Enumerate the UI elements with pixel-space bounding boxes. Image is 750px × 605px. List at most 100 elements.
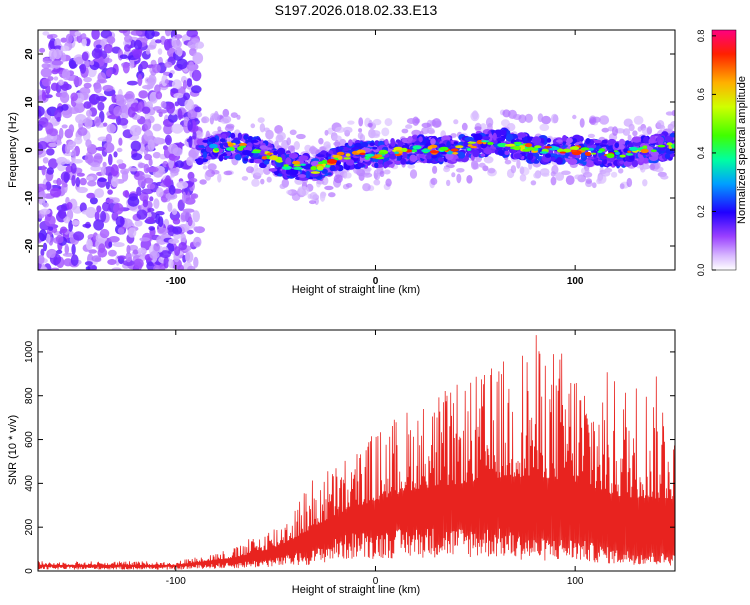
heatmap-cell (157, 216, 164, 228)
heatmap-cell (266, 176, 272, 183)
heatmap-cell (38, 124, 43, 131)
heatmap-cell (224, 125, 234, 132)
heatmap-cell (379, 170, 385, 177)
heatmap-cell (418, 153, 425, 159)
heatmap-cell (42, 157, 49, 164)
heatmap-cell (117, 255, 127, 260)
heatmap-cell (299, 186, 310, 196)
heatmap-cell (327, 172, 332, 176)
heatmap-cell (155, 39, 162, 44)
heatmap-cell (149, 196, 154, 202)
heatmap-cell (323, 141, 331, 149)
heatmap-cell (58, 209, 67, 219)
heatmap-cell (46, 148, 55, 156)
heatmap-cell (517, 132, 526, 138)
heatmap-cell (91, 30, 100, 40)
heatmap-cell (45, 181, 52, 191)
heatmap-cell (48, 249, 56, 258)
heatmap-cell (174, 34, 183, 39)
heatmap-cell (539, 123, 550, 131)
colorbar-label: Normalized spectral amplitude (736, 76, 748, 224)
bottom-y-tick-label: 800 (24, 387, 35, 404)
heatmap-cell (362, 172, 373, 178)
heatmap-cell (94, 211, 100, 221)
heatmap-cell (119, 54, 128, 59)
heatmap-cell (237, 146, 244, 151)
heatmap-cell (168, 238, 180, 244)
heatmap-cell (597, 174, 607, 184)
heatmap-cell (126, 244, 131, 255)
heatmap-cell (530, 180, 537, 186)
heatmap-cell (592, 182, 597, 189)
heatmap-cell (118, 30, 128, 34)
heatmap-cell (591, 152, 597, 155)
heatmap-cell (227, 142, 234, 147)
heatmap-cell (316, 154, 325, 158)
heatmap-cell (42, 31, 50, 36)
heatmap-cell (316, 180, 325, 185)
heatmap-cell (176, 181, 189, 189)
heatmap-cell (41, 91, 47, 101)
colorbar-tick-label: 0.0 (696, 264, 706, 277)
heatmap-cell (290, 145, 296, 155)
heatmap-cell (437, 157, 444, 162)
heatmap-cell (293, 141, 300, 150)
heatmap-cell (281, 165, 292, 170)
heatmap-cell (360, 142, 369, 147)
heatmap-cell (177, 108, 183, 121)
heatmap-cell (309, 146, 318, 155)
heatmap-cell (156, 187, 164, 198)
heatmap-cell (219, 138, 226, 143)
top-y-tick-label: 10 (24, 96, 35, 108)
heatmap-cell (657, 144, 666, 148)
heatmap-cell (243, 158, 249, 162)
heatmap-cell (519, 174, 527, 182)
heatmap-cell (136, 209, 148, 220)
heatmap-cell (411, 129, 422, 137)
heatmap-cell (581, 151, 586, 159)
heatmap-cell (145, 216, 155, 224)
heatmap-cell (602, 159, 608, 165)
heatmap-cell (345, 153, 351, 157)
heatmap-cell (334, 139, 340, 149)
heatmap-cell (395, 139, 401, 143)
heatmap-cell (357, 163, 365, 168)
heatmap-cell (234, 154, 242, 161)
heatmap-cell (264, 151, 270, 154)
heatmap-cell (596, 161, 603, 165)
heatmap-cell (202, 139, 209, 143)
heatmap-cell (68, 124, 75, 134)
heatmap-cell (439, 146, 449, 151)
heatmap-cell (389, 153, 397, 160)
heatmap-cell (261, 156, 268, 160)
heatmap-cell (76, 186, 88, 194)
heatmap-cell (83, 82, 92, 89)
heatmap-cell (171, 39, 182, 49)
heatmap-cell (81, 38, 87, 47)
heatmap-cell (584, 167, 590, 175)
heatmap-cell (485, 117, 494, 128)
heatmap-cell (147, 207, 155, 213)
heatmap-cell (107, 189, 113, 195)
heatmap-cell (139, 237, 151, 242)
heatmap-cell (593, 158, 599, 163)
heatmap-cell (372, 118, 382, 126)
heatmap-cell (453, 141, 458, 145)
heatmap-cell (384, 138, 389, 146)
heatmap-cell (79, 202, 87, 213)
heatmap-cell (504, 144, 515, 147)
heatmap-cell (50, 82, 59, 92)
heatmap-cell (42, 202, 49, 208)
heatmap-cell (96, 205, 102, 213)
heatmap-cell (364, 154, 374, 157)
heatmap-cell (336, 151, 345, 156)
heatmap-cell (168, 72, 173, 79)
heatmap-cell (383, 169, 391, 175)
figure-title: S197.2026.018.02.33.E13 (275, 2, 438, 18)
heatmap-cell (70, 254, 79, 266)
heatmap-cell (147, 139, 155, 152)
heatmap-cell (61, 183, 68, 188)
heatmap-cell (153, 137, 163, 144)
heatmap-cell (592, 139, 603, 144)
